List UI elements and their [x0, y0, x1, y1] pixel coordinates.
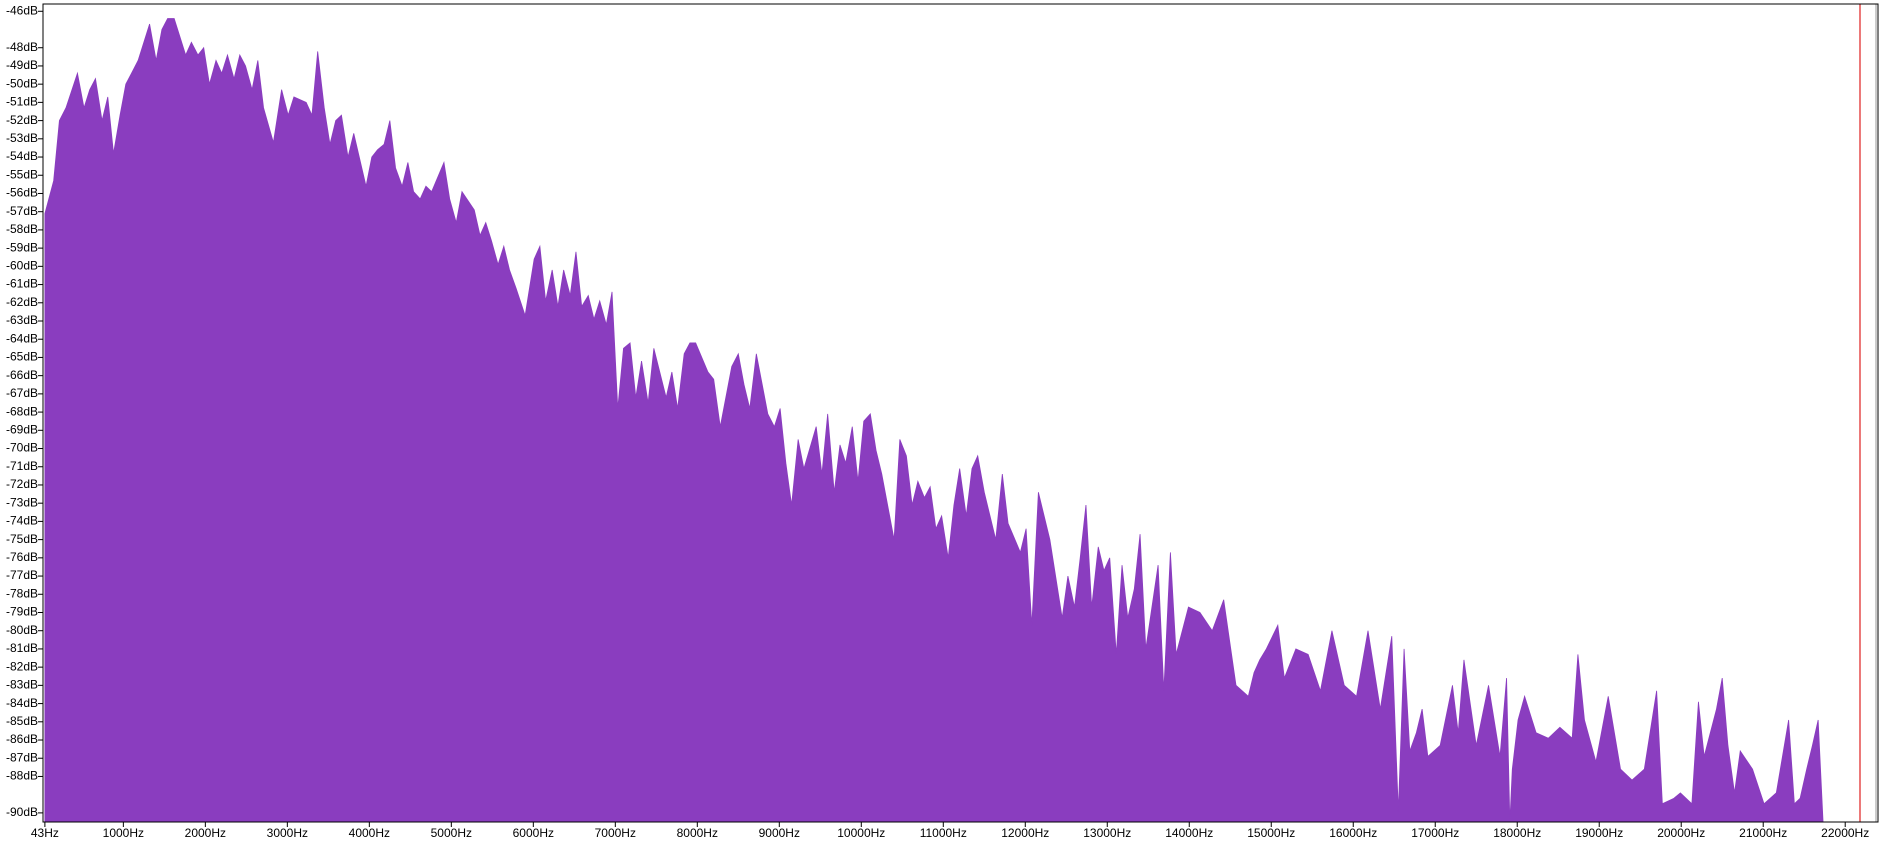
y-tick-label: -81dB: [6, 641, 38, 655]
y-tick-label: -70dB: [6, 441, 38, 455]
x-tick-label: 16000Hz: [1329, 826, 1377, 840]
x-tick-label: 9000Hz: [759, 826, 800, 840]
y-tick-label: -51dB: [6, 95, 38, 109]
y-tick-label: -69dB: [6, 422, 38, 436]
y-tick-label: -76dB: [6, 550, 38, 564]
plot-area: [44, 18, 1824, 823]
y-tick-label: -68dB: [6, 404, 38, 418]
y-tick-label: -84dB: [6, 696, 38, 710]
x-tick-label: 21000Hz: [1739, 826, 1787, 840]
y-tick-label: -79dB: [6, 605, 38, 619]
x-tick-label: 2000Hz: [185, 826, 226, 840]
y-tick-label: -90dB: [6, 805, 38, 819]
y-tick-label: -53dB: [6, 131, 38, 145]
x-tick-label: 4000Hz: [349, 826, 390, 840]
y-tick-label: -73dB: [6, 495, 38, 509]
x-tick-label: 7000Hz: [595, 826, 636, 840]
x-tick-label: 20000Hz: [1657, 826, 1705, 840]
x-tick-label: 22000Hz: [1821, 826, 1869, 840]
x-tick-label: 18000Hz: [1493, 826, 1541, 840]
y-tick-label: -46dB: [6, 3, 38, 17]
y-tick-label: -71dB: [6, 459, 38, 473]
y-tick-label: -78dB: [6, 586, 38, 600]
y-tick-label: -77dB: [6, 568, 38, 582]
x-tick-label: 19000Hz: [1575, 826, 1623, 840]
plot-border: [42, 3, 1879, 823]
x-tick-label: 12000Hz: [1001, 826, 1049, 840]
y-tick-label: -82dB: [6, 659, 38, 673]
y-tick-label: -64dB: [6, 331, 38, 345]
y-tick-label: -61dB: [6, 277, 38, 291]
x-tick-label: 8000Hz: [677, 826, 718, 840]
x-tick-label: 1000Hz: [103, 826, 144, 840]
y-tick-label: -67dB: [6, 386, 38, 400]
y-tick-label: -85dB: [6, 714, 38, 728]
y-tick-label: -86dB: [6, 732, 38, 746]
y-tick-label: -48dB: [6, 40, 38, 54]
y-tick-label: -88dB: [6, 769, 38, 783]
y-tick-label: -55dB: [6, 167, 38, 181]
x-tick-label: 43Hz: [31, 826, 59, 840]
x-tick-label: 6000Hz: [513, 826, 554, 840]
x-tick-label: 13000Hz: [1083, 826, 1131, 840]
y-tick-label: -54dB: [6, 149, 38, 163]
y-tick-label: -52dB: [6, 113, 38, 127]
x-tick-label: 5000Hz: [431, 826, 472, 840]
x-tick-label: 3000Hz: [267, 826, 308, 840]
x-tick-label: 14000Hz: [1165, 826, 1213, 840]
x-tick-label: 11000Hz: [920, 826, 967, 840]
y-tick-label: -59dB: [6, 240, 38, 254]
y-tick-label: -58dB: [6, 222, 38, 236]
y-tick-label: -49dB: [6, 58, 38, 72]
y-tick-label: -75dB: [6, 532, 38, 546]
y-tick-label: -66dB: [6, 368, 38, 382]
y-tick-label: -72dB: [6, 477, 38, 491]
spectrum-area: [44, 18, 1824, 823]
y-tick-label: -56dB: [6, 186, 38, 200]
y-tick-label: -63dB: [6, 313, 38, 327]
y-tick-label: -60dB: [6, 259, 38, 273]
x-tick-label: 17000Hz: [1411, 826, 1459, 840]
y-tick-label: -87dB: [6, 750, 38, 764]
y-tick-label: -80dB: [6, 623, 38, 637]
y-tick-label: -74dB: [6, 514, 38, 528]
y-tick-label: -62dB: [6, 295, 38, 309]
x-tick-label: 10000Hz: [837, 826, 885, 840]
y-tick-label: -83dB: [6, 678, 38, 692]
y-tick-label: -65dB: [6, 350, 38, 364]
y-tick-label: -50dB: [6, 76, 38, 90]
y-tick-label: -57dB: [6, 204, 38, 218]
x-tick-label: 15000Hz: [1247, 826, 1295, 840]
